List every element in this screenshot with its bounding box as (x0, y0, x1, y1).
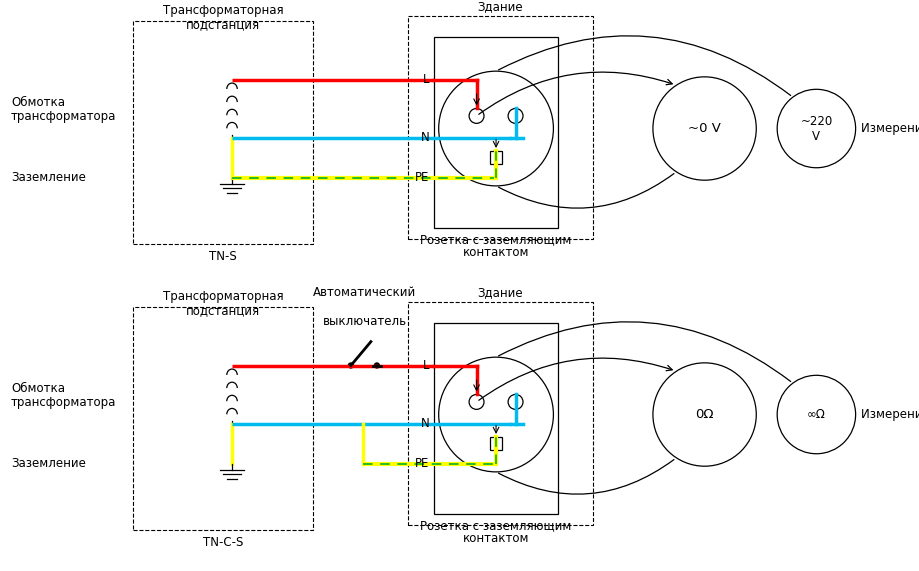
Text: 0Ω: 0Ω (696, 408, 714, 421)
Text: TN-S: TN-S (210, 250, 237, 263)
Bar (408, 302, 593, 525)
Text: PE: PE (415, 457, 430, 470)
Text: N: N (421, 417, 430, 431)
Text: трансформатора: трансформатора (11, 396, 117, 409)
Bar (490, 151, 503, 163)
Text: Трансформаторная: Трансформаторная (163, 290, 283, 303)
Text: Обмотка: Обмотка (11, 96, 65, 109)
Text: L: L (424, 359, 430, 372)
Text: Автоматический: Автоматический (313, 286, 416, 299)
Text: L: L (424, 73, 430, 86)
Text: трансформатора: трансформатора (11, 110, 117, 123)
Text: PE: PE (415, 171, 430, 184)
Bar (408, 16, 593, 239)
Text: ∞Ω: ∞Ω (807, 408, 826, 421)
Text: ~220
V: ~220 V (800, 115, 833, 143)
Text: Розетка с заземляющим: Розетка с заземляющим (420, 233, 572, 246)
Text: Заземление: Заземление (11, 171, 85, 184)
Bar (434, 37, 559, 228)
Bar (434, 323, 559, 514)
Text: Обмотка: Обмотка (11, 382, 65, 395)
Text: контактом: контактом (463, 246, 529, 259)
Bar (132, 307, 313, 530)
Text: N: N (421, 131, 430, 144)
Text: Розетка с заземляющим: Розетка с заземляющим (420, 519, 572, 532)
Circle shape (374, 363, 380, 368)
Text: ~0 V: ~0 V (688, 122, 721, 135)
Text: контактом: контактом (463, 532, 529, 545)
Bar (490, 437, 503, 449)
Circle shape (348, 363, 354, 368)
Text: подстанция: подстанция (186, 304, 260, 317)
Text: выключатель: выключатель (323, 315, 407, 328)
Text: TN-C-S: TN-C-S (203, 536, 244, 549)
Text: подстанция: подстанция (186, 18, 260, 31)
Text: Измерения амперметром: Измерения амперметром (860, 122, 919, 135)
Text: Трансформаторная: Трансформаторная (163, 4, 283, 17)
Text: Измерения омметром: Измерения омметром (860, 408, 919, 421)
Bar (132, 21, 313, 244)
Text: Заземление: Заземление (11, 457, 85, 470)
Text: Здание: Здание (478, 286, 523, 299)
Text: Здание: Здание (478, 0, 523, 13)
